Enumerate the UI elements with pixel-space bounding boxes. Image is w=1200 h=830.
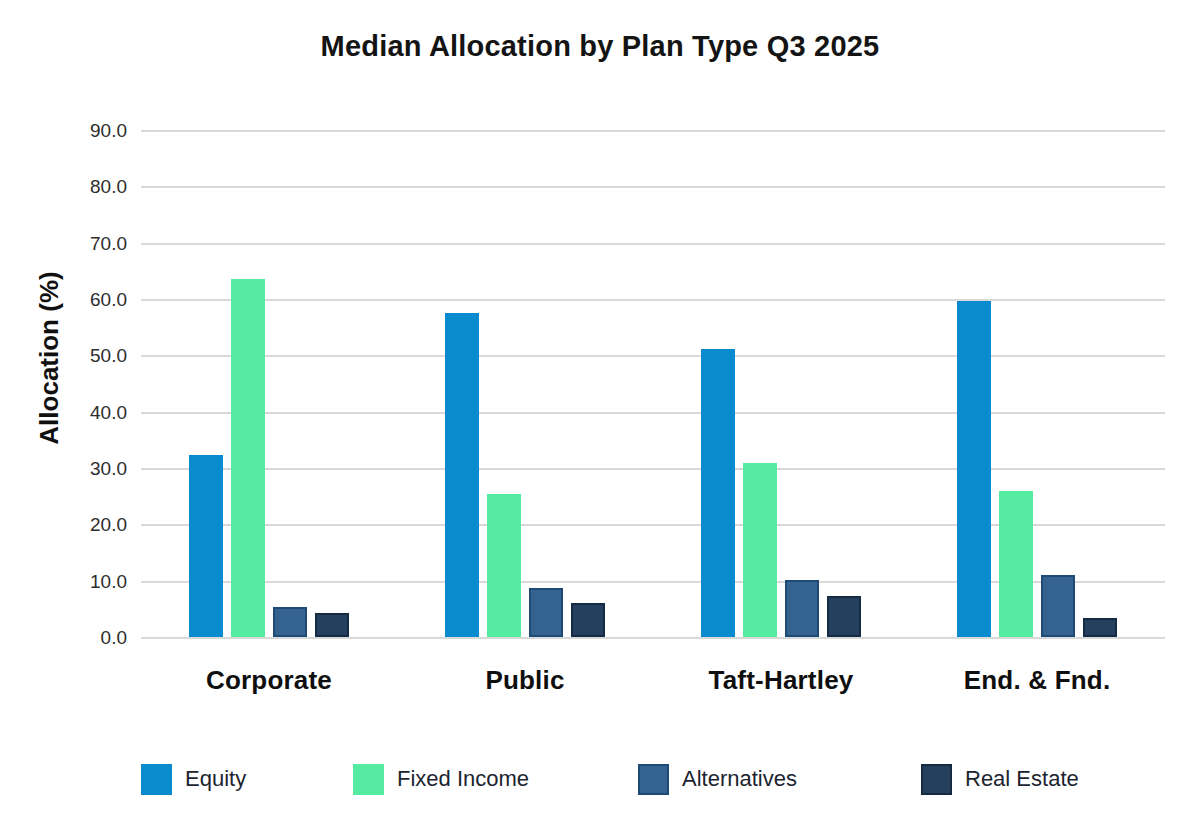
bar-real-estate-taft-hartley: [827, 596, 861, 637]
legend-swatch-equity: [141, 764, 172, 795]
allocation-bar-chart: Median Allocation by Plan Type Q3 2025 A…: [0, 0, 1200, 830]
gridline-y-60: [141, 299, 1165, 301]
bar-alternatives-taft-hartley: [785, 580, 819, 637]
y-tick-label-70: 70.0: [90, 233, 127, 255]
chart-title: Median Allocation by Plan Type Q3 2025: [0, 30, 1200, 63]
gridline-y-40: [141, 412, 1165, 414]
legend-item-equity: Equity: [141, 762, 246, 796]
legend-swatch-fixed-income: [353, 764, 384, 795]
y-tick-label-50: 50.0: [90, 345, 127, 367]
x-axis-label-public: Public: [397, 660, 653, 700]
legend-item-fixed-income: Fixed Income: [353, 762, 529, 796]
legend-item-alternatives: Alternatives: [638, 762, 797, 796]
x-axis-label-end-fnd: End. & Fnd.: [909, 660, 1165, 700]
bar-group-corporate: [141, 130, 397, 637]
bar-equity-corporate: [189, 455, 223, 637]
gridline-y-50: [141, 355, 1165, 357]
bar-equity-public: [445, 313, 479, 637]
gridline-y-90: [141, 130, 1165, 132]
bar-fixed-income-taft-hartley: [743, 463, 777, 637]
bar-fixed-income-corporate: [231, 279, 265, 637]
bar-real-estate-corporate: [315, 613, 349, 637]
gridline-y-70: [141, 243, 1165, 245]
y-tick-label-0: 0.0: [101, 627, 127, 649]
y-tick-label-80: 80.0: [90, 176, 127, 198]
x-axis-labels: CorporatePublicTaft-HartleyEnd. & Fnd.: [141, 660, 1165, 700]
y-tick-label-60: 60.0: [90, 289, 127, 311]
bar-group-taft-hartley: [653, 130, 909, 637]
bar-alternatives-public: [529, 588, 563, 637]
bar-real-estate-end-fnd: [1083, 618, 1117, 637]
bar-alternatives-end-fnd: [1041, 575, 1075, 637]
plot-area: [141, 131, 1165, 638]
legend-swatch-real-estate: [921, 764, 952, 795]
bar-fixed-income-public: [487, 494, 521, 637]
y-tick-label-90: 90.0: [90, 120, 127, 142]
bar-real-estate-public: [571, 603, 605, 637]
y-axis-title: Allocation (%): [34, 158, 64, 558]
y-tick-label-10: 10.0: [90, 571, 127, 593]
x-axis-label-taft-hartley: Taft-Hartley: [653, 660, 909, 700]
bar-fixed-income-end-fnd: [999, 491, 1033, 637]
bar-group-public: [397, 130, 653, 637]
y-tick-label-30: 30.0: [90, 458, 127, 480]
bar-equity-end-fnd: [957, 301, 991, 637]
gridline-y-80: [141, 186, 1165, 188]
bar-alternatives-corporate: [273, 607, 307, 637]
legend-label-fixed-income: Fixed Income: [397, 766, 529, 792]
gridline-y-0: [141, 637, 1165, 639]
y-tick-label-20: 20.0: [90, 514, 127, 536]
y-tick-label-40: 40.0: [90, 402, 127, 424]
legend-label-alternatives: Alternatives: [682, 766, 797, 792]
gridline-y-30: [141, 468, 1165, 470]
bar-equity-taft-hartley: [701, 349, 735, 637]
x-axis-label-corporate: Corporate: [141, 660, 397, 700]
legend-item-real-estate: Real Estate: [921, 762, 1079, 796]
bar-groups: [141, 130, 1165, 637]
bar-group-end-fnd: [909, 130, 1165, 637]
legend-label-real-estate: Real Estate: [965, 766, 1079, 792]
legend-label-equity: Equity: [185, 766, 246, 792]
legend-swatch-alternatives: [638, 764, 669, 795]
